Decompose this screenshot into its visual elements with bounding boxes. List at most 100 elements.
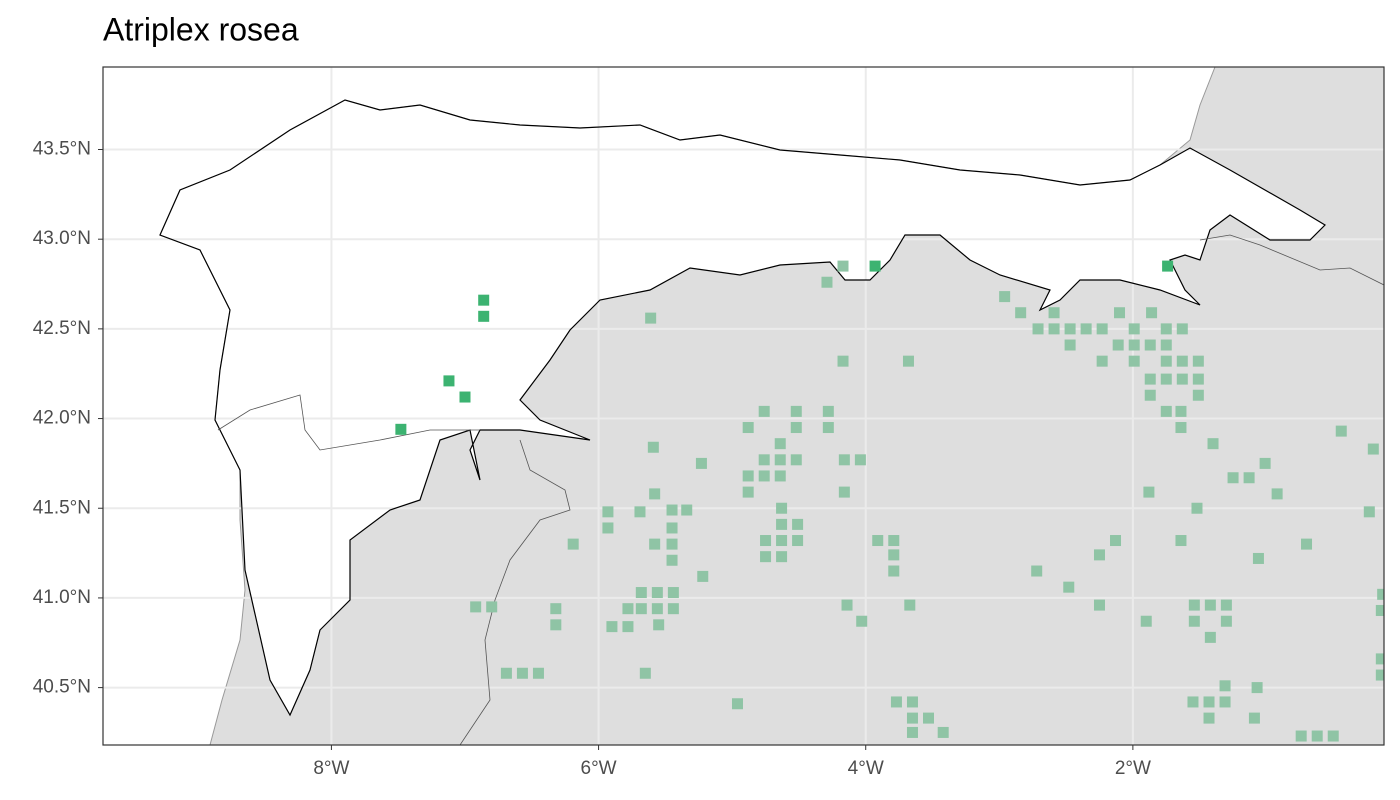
occurrence: [872, 535, 884, 547]
occurrence: [1160, 323, 1172, 335]
occurrence: [888, 565, 900, 577]
y-tick-label: 40.5°N: [33, 677, 91, 698]
y-tick-label: 42.0°N: [33, 408, 91, 429]
occurrence: [1248, 712, 1260, 724]
y-tick-label: 43.0°N: [33, 228, 91, 249]
occurrence: [647, 441, 659, 453]
occurrence: [906, 696, 918, 708]
occurrence: [904, 599, 916, 611]
occurrence: [774, 470, 786, 482]
occurrence: [567, 538, 579, 550]
occurrence: [1271, 488, 1283, 500]
occurrence: [1144, 339, 1156, 351]
occurrence: [478, 294, 490, 306]
occurrence: [667, 603, 679, 615]
occurrence: [478, 310, 490, 322]
occurrence: [776, 535, 788, 547]
occurrence: [758, 470, 770, 482]
occurrence: [837, 355, 849, 367]
occurrence: [1207, 438, 1219, 450]
occurrence: [1093, 599, 1105, 611]
occurrence: [854, 454, 866, 466]
occurrence: [760, 551, 772, 563]
occurrence: [651, 603, 663, 615]
occurrence: [841, 599, 853, 611]
y-tick-label: 42.5°N: [33, 318, 91, 339]
occurrence: [1048, 307, 1060, 319]
occurrence: [1093, 549, 1105, 561]
occurrence: [1176, 355, 1188, 367]
occurrence: [1375, 669, 1384, 681]
y-tick-label: 41.0°N: [33, 587, 91, 608]
occurrence: [1187, 696, 1199, 708]
occurrence: [1220, 615, 1232, 627]
occurrence: [1176, 373, 1188, 385]
occurrence: [1048, 323, 1060, 335]
occurrence: [1219, 680, 1231, 692]
occurrence: [550, 619, 562, 631]
province-border: [217, 234, 1384, 745]
occurrence: [1335, 425, 1347, 437]
occurrence: [639, 667, 651, 679]
grid: [103, 67, 1384, 745]
occurrence: [1064, 339, 1076, 351]
panel: [103, 67, 1384, 745]
occurrence: [550, 603, 562, 615]
occurrence: [888, 535, 900, 547]
occurrence: [602, 522, 614, 534]
occurrence: [622, 621, 634, 633]
occurrence: [790, 454, 802, 466]
occurrence: [1144, 389, 1156, 401]
occurrence: [758, 454, 770, 466]
occurrence: [606, 621, 618, 633]
occurrence: [649, 538, 661, 550]
region: [160, 100, 1325, 715]
occurrence: [838, 454, 850, 466]
occurrence: [1375, 653, 1384, 665]
occurrence: [1192, 355, 1204, 367]
occurrence: [1175, 535, 1187, 547]
occurrence: [1128, 339, 1140, 351]
occurrence: [1096, 323, 1108, 335]
occurrence: [1162, 260, 1174, 272]
region-outline: [159, 99, 1326, 717]
occurrence: [1203, 712, 1215, 724]
occurrence: [999, 291, 1011, 303]
occurrence: [888, 549, 900, 561]
occurrence: [649, 488, 661, 500]
occurrence: [1112, 339, 1124, 351]
occurrence: [837, 260, 849, 272]
occurrence: [790, 405, 802, 417]
occurrence: [1227, 472, 1239, 484]
occurrence: [1252, 552, 1264, 564]
occurrence: [666, 554, 678, 566]
occurrence: [653, 619, 665, 631]
occurrence: [1204, 599, 1216, 611]
occurrence: [1295, 730, 1307, 742]
occurrence: [1251, 682, 1263, 694]
occurrence: [1311, 730, 1323, 742]
occurrence: [1063, 581, 1075, 593]
occurrence: [869, 260, 881, 272]
occurrence: [634, 506, 646, 518]
occurrence: [602, 506, 614, 518]
occurrence: [1080, 323, 1092, 335]
occurrence: [1175, 405, 1187, 417]
occurrence: [1110, 535, 1122, 547]
occurrence: [666, 538, 678, 550]
occurrence: [1327, 730, 1339, 742]
occurrence: [731, 698, 743, 710]
occurrence: [1219, 696, 1231, 708]
x-tick-label: 2°W: [1115, 758, 1151, 779]
occurrence: [1259, 457, 1271, 469]
occurrence: [1377, 588, 1384, 600]
occurrence: [822, 405, 834, 417]
occurrence: [470, 601, 482, 613]
occurrence: [758, 405, 770, 417]
x-tick-label: 6°W: [581, 758, 617, 779]
occurrence: [1220, 599, 1232, 611]
occurrence: [1031, 565, 1043, 577]
occurrence: [395, 423, 407, 435]
